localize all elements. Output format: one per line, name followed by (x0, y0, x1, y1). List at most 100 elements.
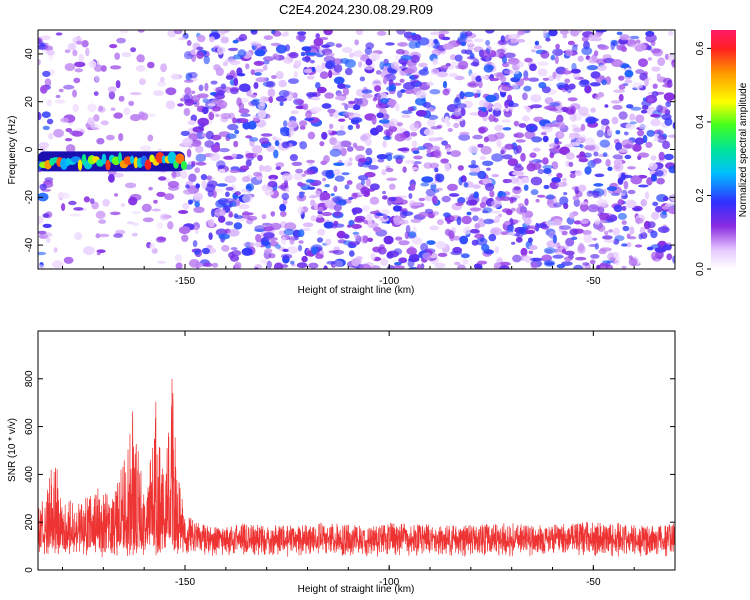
spectrogram-cell (97, 233, 110, 238)
spectrogram-cell (423, 102, 432, 109)
spectrogram-cell (657, 57, 666, 66)
spectrogram-cell (307, 131, 316, 140)
spectrogram-cell (128, 100, 135, 106)
spectrogram-cell (229, 87, 240, 92)
spectrogram-cell (212, 189, 217, 199)
spectrogram-cell (621, 220, 627, 226)
spectrogram-cell (65, 144, 76, 154)
spectrogram-cell (409, 123, 420, 132)
spectrogram-cell (581, 46, 593, 56)
spectrogram-cell (592, 158, 602, 164)
spectrogram-cell (444, 163, 451, 172)
spectrogram-cell (584, 166, 592, 175)
spectrogram-cell (632, 82, 643, 89)
spectrogram-cell (621, 265, 627, 269)
spectrogram-cell (504, 220, 511, 226)
spectrogram-cell (407, 106, 415, 112)
spectrogram-cell (355, 145, 365, 151)
spectrogram-cell (254, 49, 266, 57)
spectrogram-cell (360, 179, 365, 186)
spectrogram-cell (396, 122, 403, 127)
spectrogram-cell (331, 223, 338, 229)
spectrogram-cell (565, 49, 573, 57)
spectrogram-cell (167, 221, 174, 230)
spectrogram-cell (280, 253, 293, 259)
spectrogram-cell (195, 161, 207, 166)
spectrogram-cell (625, 122, 636, 130)
spectrogram-cell (250, 69, 255, 75)
spectrogram-cell (295, 168, 304, 174)
spectrogram-cell (308, 195, 318, 199)
spectrogram-cell (196, 34, 206, 43)
spectrogram-cell (167, 180, 180, 188)
spectrogram-cell (529, 63, 537, 72)
spectrogram-cell (477, 143, 484, 148)
spectrogram-cell (307, 186, 316, 190)
spectrogram-cell (201, 106, 209, 115)
spectrogram-cell (188, 199, 193, 205)
spectrogram-cell (510, 38, 518, 44)
spectrogram-cell (590, 254, 600, 259)
spectrogram-cell (275, 44, 287, 54)
spectrogram-cell (557, 73, 562, 78)
spectrogram-cell (218, 215, 226, 223)
spectrogram-cell (454, 75, 465, 81)
spectrogram-cell (42, 213, 50, 218)
spectrogram-cell (354, 215, 366, 222)
spectrogram-cell (290, 260, 295, 265)
spectrogram-cell (216, 183, 228, 187)
spectrogram-cell (131, 232, 138, 237)
spectrogram-cell (559, 30, 569, 35)
spectrogram-cell (644, 191, 650, 200)
spectrogram-cell (188, 71, 198, 79)
spectrogram-cell (324, 200, 336, 209)
spectrogram-cell (239, 83, 251, 92)
spectrogram-cell (454, 54, 463, 62)
spectrogram-cell (293, 172, 303, 181)
spectrogram-cell (403, 82, 415, 91)
spectrogram-cell (61, 203, 66, 212)
spectrogram-cell (178, 210, 189, 214)
spectrogram-cell (315, 33, 321, 39)
spectrogram-cell (376, 154, 389, 160)
spectrogram-cell (64, 63, 76, 72)
spectrogram-cell (420, 182, 430, 187)
spectrogram-cell (356, 259, 362, 265)
spectrogram-cell (291, 161, 303, 166)
spectrogram-cell (421, 176, 434, 183)
spectrogram-cell (666, 253, 673, 261)
spectrogram-cell (471, 74, 476, 83)
colorbar-ticks: 0.0 0.2 0.4 0.6 (695, 41, 711, 276)
spectrogram-cell (253, 60, 265, 66)
spectrogram-cell (218, 233, 230, 240)
spectrogram-cell (521, 211, 526, 221)
spectrogram-cell (536, 223, 548, 229)
spectrogram-cell (377, 246, 387, 255)
spectrogram-cell (292, 92, 298, 99)
spectrogram-cell (596, 199, 608, 207)
spectrogram-cell (634, 137, 645, 145)
spectrogram-cell (394, 103, 400, 112)
spectrogram-cell (333, 140, 342, 148)
spectrogram-cell (484, 183, 495, 192)
spectrogram-cell (206, 244, 212, 249)
spectrogram-cell (628, 257, 638, 267)
spectrogram-cell (149, 243, 156, 250)
spectrogram-cell (280, 264, 289, 268)
spectrogram-cell (239, 165, 250, 171)
spectrogram-cell (526, 163, 537, 172)
spectrogram-cell (404, 159, 416, 164)
spectrogram-cell (132, 210, 141, 215)
spectrogram-cell (664, 153, 674, 161)
spectrogram-cell (288, 78, 299, 84)
spectrogram-cell (397, 42, 408, 47)
spectrogram-cell (217, 30, 226, 36)
spectrogram-cell (282, 248, 289, 253)
spectrogram-cell (561, 248, 567, 254)
spectrogram-cell (577, 55, 584, 62)
spectrogram-cell (418, 69, 430, 76)
spectrogram-cell (434, 262, 446, 269)
spectrogram-cell (243, 242, 255, 247)
spectrogram-cell (281, 173, 293, 182)
spectrogram-cell (358, 61, 363, 68)
